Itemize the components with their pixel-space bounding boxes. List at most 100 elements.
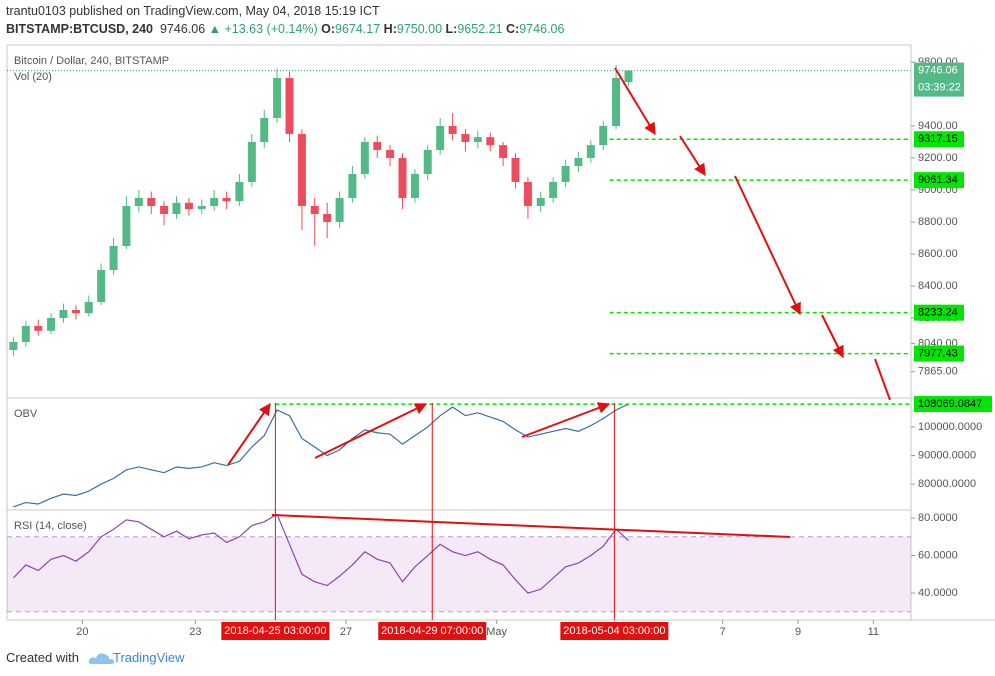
- candle-body: [473, 137, 482, 142]
- level-label-box: [914, 131, 964, 148]
- x-tick-label: 27: [340, 626, 352, 638]
- last-price-box: [914, 62, 964, 97]
- candle-body: [59, 309, 68, 318]
- candle-body: [273, 77, 282, 118]
- level-label-box: [914, 172, 964, 189]
- frame: [6, 44, 995, 621]
- candle-body: [109, 245, 118, 270]
- candle-body: [285, 77, 294, 134]
- level-label: 7977.43: [918, 348, 958, 360]
- candle-body: [574, 157, 583, 166]
- candle-body: [222, 197, 231, 202]
- candle-body: [410, 173, 419, 198]
- ohlc-key: C:: [506, 22, 520, 36]
- x-tick-label: 11: [868, 626, 879, 638]
- quote: BITSTAMP:BTCUSD, 240 9746.06 ▲ +13.63 (+…: [6, 20, 564, 38]
- level-label-box: [914, 304, 964, 321]
- candle-body: [71, 309, 80, 314]
- candle-body: [134, 197, 143, 206]
- marker-label: 2018-04-25 03:00:00: [224, 625, 326, 637]
- candle-body: [122, 205, 131, 246]
- countdown: 03:39:22: [918, 81, 961, 93]
- candle-body: [448, 125, 457, 134]
- x-tick-label: May: [486, 626, 507, 638]
- ohlc-key: H:: [383, 22, 397, 36]
- y-tick-label: 9200.00: [918, 152, 958, 164]
- level-label-box: [914, 345, 964, 362]
- indicator-line: [12, 513, 629, 594]
- y-tick-label: 80.0000: [918, 512, 958, 524]
- marker-label-box: [560, 622, 669, 640]
- level-label: 8233.24: [918, 307, 958, 319]
- volume-title: Vol (20): [14, 71, 52, 83]
- candle-body: [9, 341, 18, 350]
- candle-body: [612, 77, 621, 126]
- y-tick-label: 80000.0000: [918, 478, 976, 490]
- candle-body: [84, 301, 93, 314]
- y-tick-label: 90000.0000: [918, 449, 976, 461]
- candle-body: [47, 317, 56, 331]
- candle-body: [323, 213, 332, 222]
- x-tick-label: 23: [189, 626, 201, 638]
- candle-body: [486, 137, 495, 146]
- marker-label: 2018-05-04 03:00:00: [563, 625, 665, 637]
- change: +13.63 (+0.14%): [224, 22, 318, 36]
- candle-body: [549, 181, 558, 198]
- level-label: 9317.15: [918, 133, 958, 145]
- trend-drawings: [227, 67, 891, 538]
- up-arrow: ▲: [208, 22, 222, 36]
- candle-body: [423, 149, 432, 174]
- symbol: BITSTAMP:BTCUSD, 240: [6, 22, 154, 36]
- candle-body: [461, 133, 470, 142]
- candle-body: [386, 149, 395, 158]
- candle-body: [335, 197, 344, 222]
- candle-body: [599, 125, 608, 146]
- level-label: 9061.34: [918, 174, 958, 186]
- candle-body: [197, 205, 206, 210]
- rsi-title: RSI (14, close): [14, 520, 87, 532]
- candle-body: [235, 181, 244, 202]
- x-tick-label: 7: [720, 626, 726, 638]
- x-tick-label: 20: [76, 626, 88, 638]
- candle-body: [373, 141, 382, 150]
- ohlc-value: 9674.17: [335, 22, 381, 36]
- brand[interactable]: TradingView: [112, 650, 185, 665]
- candle-body: [260, 117, 269, 142]
- ohlc-value: 9750.00: [396, 22, 443, 36]
- y-tick-label: 8800.00: [918, 216, 958, 228]
- ohlc-key: O:: [321, 22, 335, 36]
- candle-body: [210, 197, 219, 206]
- candle-body: [34, 325, 43, 331]
- brand-logo: [88, 653, 115, 664]
- marker-label-box: [221, 622, 330, 640]
- candle-body: [586, 145, 595, 158]
- x-tick-label: 9: [795, 626, 801, 638]
- candle-body: [398, 157, 407, 198]
- level-label-box: [914, 396, 992, 413]
- y-tick-label: 9400.00: [918, 120, 958, 132]
- obv-title: OBV: [14, 408, 38, 420]
- ohlc-value: 9746.06: [519, 22, 565, 36]
- y-tick-label: 40.0000: [918, 587, 958, 599]
- candle-body: [247, 141, 256, 182]
- candle-body: [360, 141, 369, 174]
- candle-body: [160, 205, 169, 214]
- candle-body: [523, 181, 532, 206]
- header: trantu0103 published on TradingView.com,…: [6, 2, 564, 38]
- ohlc-key: L:: [445, 22, 458, 36]
- candle-body: [511, 157, 520, 182]
- candle-body: [436, 125, 445, 150]
- y-tick-label: 100000.0000: [918, 421, 982, 433]
- created-with: Created with: [6, 650, 79, 665]
- y-tick-label: 60.0000: [918, 549, 958, 561]
- y-tick-label: 7865.00: [918, 366, 958, 378]
- y-tick-label: 8400.00: [918, 280, 958, 292]
- candle-body: [348, 173, 357, 198]
- candle-body: [536, 197, 545, 206]
- candle-body: [97, 269, 106, 302]
- byline: trantu0103 published on TradingView.com,…: [6, 2, 564, 20]
- candle-body: [184, 202, 193, 210]
- rsi-band: [7, 536, 911, 612]
- last: 9746.06: [159, 22, 206, 36]
- last-price: 9746.06: [918, 64, 958, 76]
